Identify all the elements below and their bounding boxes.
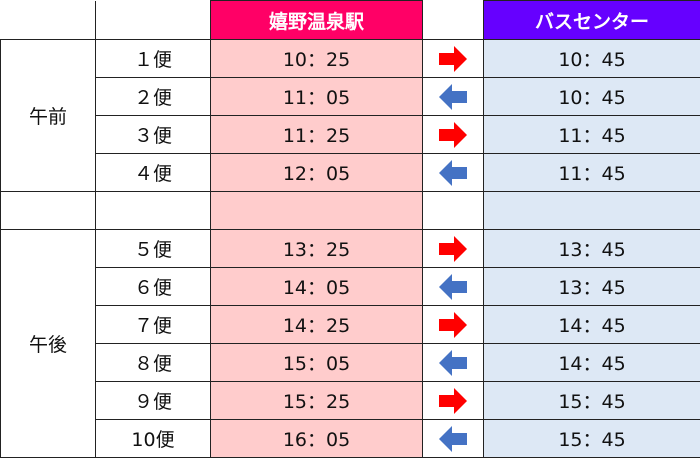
table-row: ８便 15：05 14：45	[1, 343, 700, 382]
trip-label: ３便	[95, 115, 211, 154]
arrow-left-icon	[439, 273, 467, 300]
station-b-time: 15：45	[483, 381, 700, 420]
station-a-time: 16：05	[210, 419, 423, 458]
trip-label: 10便	[95, 419, 211, 458]
table-row: ４便 12：05 11：45	[1, 153, 700, 192]
empty-cell	[95, 191, 211, 230]
table-row: ７便 14：25 14：45	[1, 305, 700, 344]
empty-header	[0, 0, 96, 40]
direction-cell	[422, 419, 484, 458]
trip-label: ７便	[95, 305, 211, 344]
direction-cell	[422, 305, 484, 344]
station-b-time: 13：45	[483, 229, 700, 268]
trip-label: ２便	[95, 77, 211, 116]
arrow-left-icon	[439, 349, 467, 376]
direction-cell	[422, 229, 484, 268]
table-row: ９便 15：25 15：45	[1, 381, 700, 420]
station-b-time: 15：45	[483, 419, 700, 458]
station-a-time: 15：05	[210, 343, 423, 382]
arrow-left-icon	[439, 425, 467, 452]
direction-cell	[422, 343, 484, 382]
trip-label: １便	[95, 39, 211, 78]
station-b-time: 10：45	[483, 39, 700, 78]
arrow-right-icon	[439, 311, 467, 338]
station-a-time: 10：25	[210, 39, 423, 78]
direction-cell	[422, 115, 484, 154]
station-a-header: 嬉野温泉駅	[210, 0, 423, 40]
station-a-time: 14：25	[210, 305, 423, 344]
trip-label: ８便	[95, 343, 211, 382]
table-row: 午前 １便 10：25 10：45	[0, 39, 700, 192]
station-b-time: 10：45	[483, 77, 700, 116]
empty-header	[95, 0, 211, 40]
direction-cell	[422, 153, 484, 192]
empty-cell	[483, 191, 700, 230]
station-a-time: 13：25	[210, 229, 423, 268]
empty-cell	[422, 191, 484, 230]
empty-cell	[0, 191, 96, 230]
empty-cell	[210, 191, 423, 230]
header-row: 嬉野温泉駅 バスセンター	[0, 0, 700, 40]
spacer-row	[0, 191, 700, 230]
arrow-right-icon	[439, 45, 467, 72]
station-b-time: 11：45	[483, 153, 700, 192]
station-b-header: バスセンター	[483, 0, 700, 40]
station-a-time: 15：25	[210, 381, 423, 420]
trip-label: ６便	[95, 267, 211, 306]
direction-cell	[422, 267, 484, 306]
period-pm: 午後	[0, 229, 96, 458]
trip-label: ４便	[95, 153, 211, 192]
arrow-left-icon	[439, 83, 467, 110]
table-row: ６便 14：05 13：45	[1, 267, 700, 306]
station-b-time: 14：45	[483, 343, 700, 382]
station-a-time: 12：05	[210, 153, 423, 192]
table-row: ２便 11：05 10：45	[1, 77, 700, 116]
arrow-right-icon	[439, 121, 467, 148]
bus-timetable: 嬉野温泉駅 バスセンター 午前 １便 10：25 10：45 ２便 11：05 10：45 ３…	[0, 0, 700, 458]
table-row: 10便 16：05 15：45	[1, 419, 700, 458]
station-b-time: 14：45	[483, 305, 700, 344]
direction-cell	[422, 77, 484, 116]
station-a-time: 11：25	[210, 115, 423, 154]
station-b-time: 11：45	[483, 115, 700, 154]
empty-header	[422, 0, 484, 40]
station-b-time: 13：45	[483, 267, 700, 306]
table-row: 午後 ５便 13：25 13：45	[0, 229, 700, 458]
arrow-right-icon	[439, 235, 467, 262]
station-a-time: 11：05	[210, 77, 423, 116]
direction-cell	[422, 39, 484, 78]
trip-label: ５便	[95, 229, 211, 268]
arrow-right-icon	[439, 387, 467, 414]
trip-label: ９便	[95, 381, 211, 420]
direction-cell	[422, 381, 484, 420]
station-a-time: 14：05	[210, 267, 423, 306]
period-am: 午前	[0, 39, 96, 192]
table-row: ３便 11：25 11：45	[1, 115, 700, 154]
arrow-left-icon	[439, 159, 467, 186]
